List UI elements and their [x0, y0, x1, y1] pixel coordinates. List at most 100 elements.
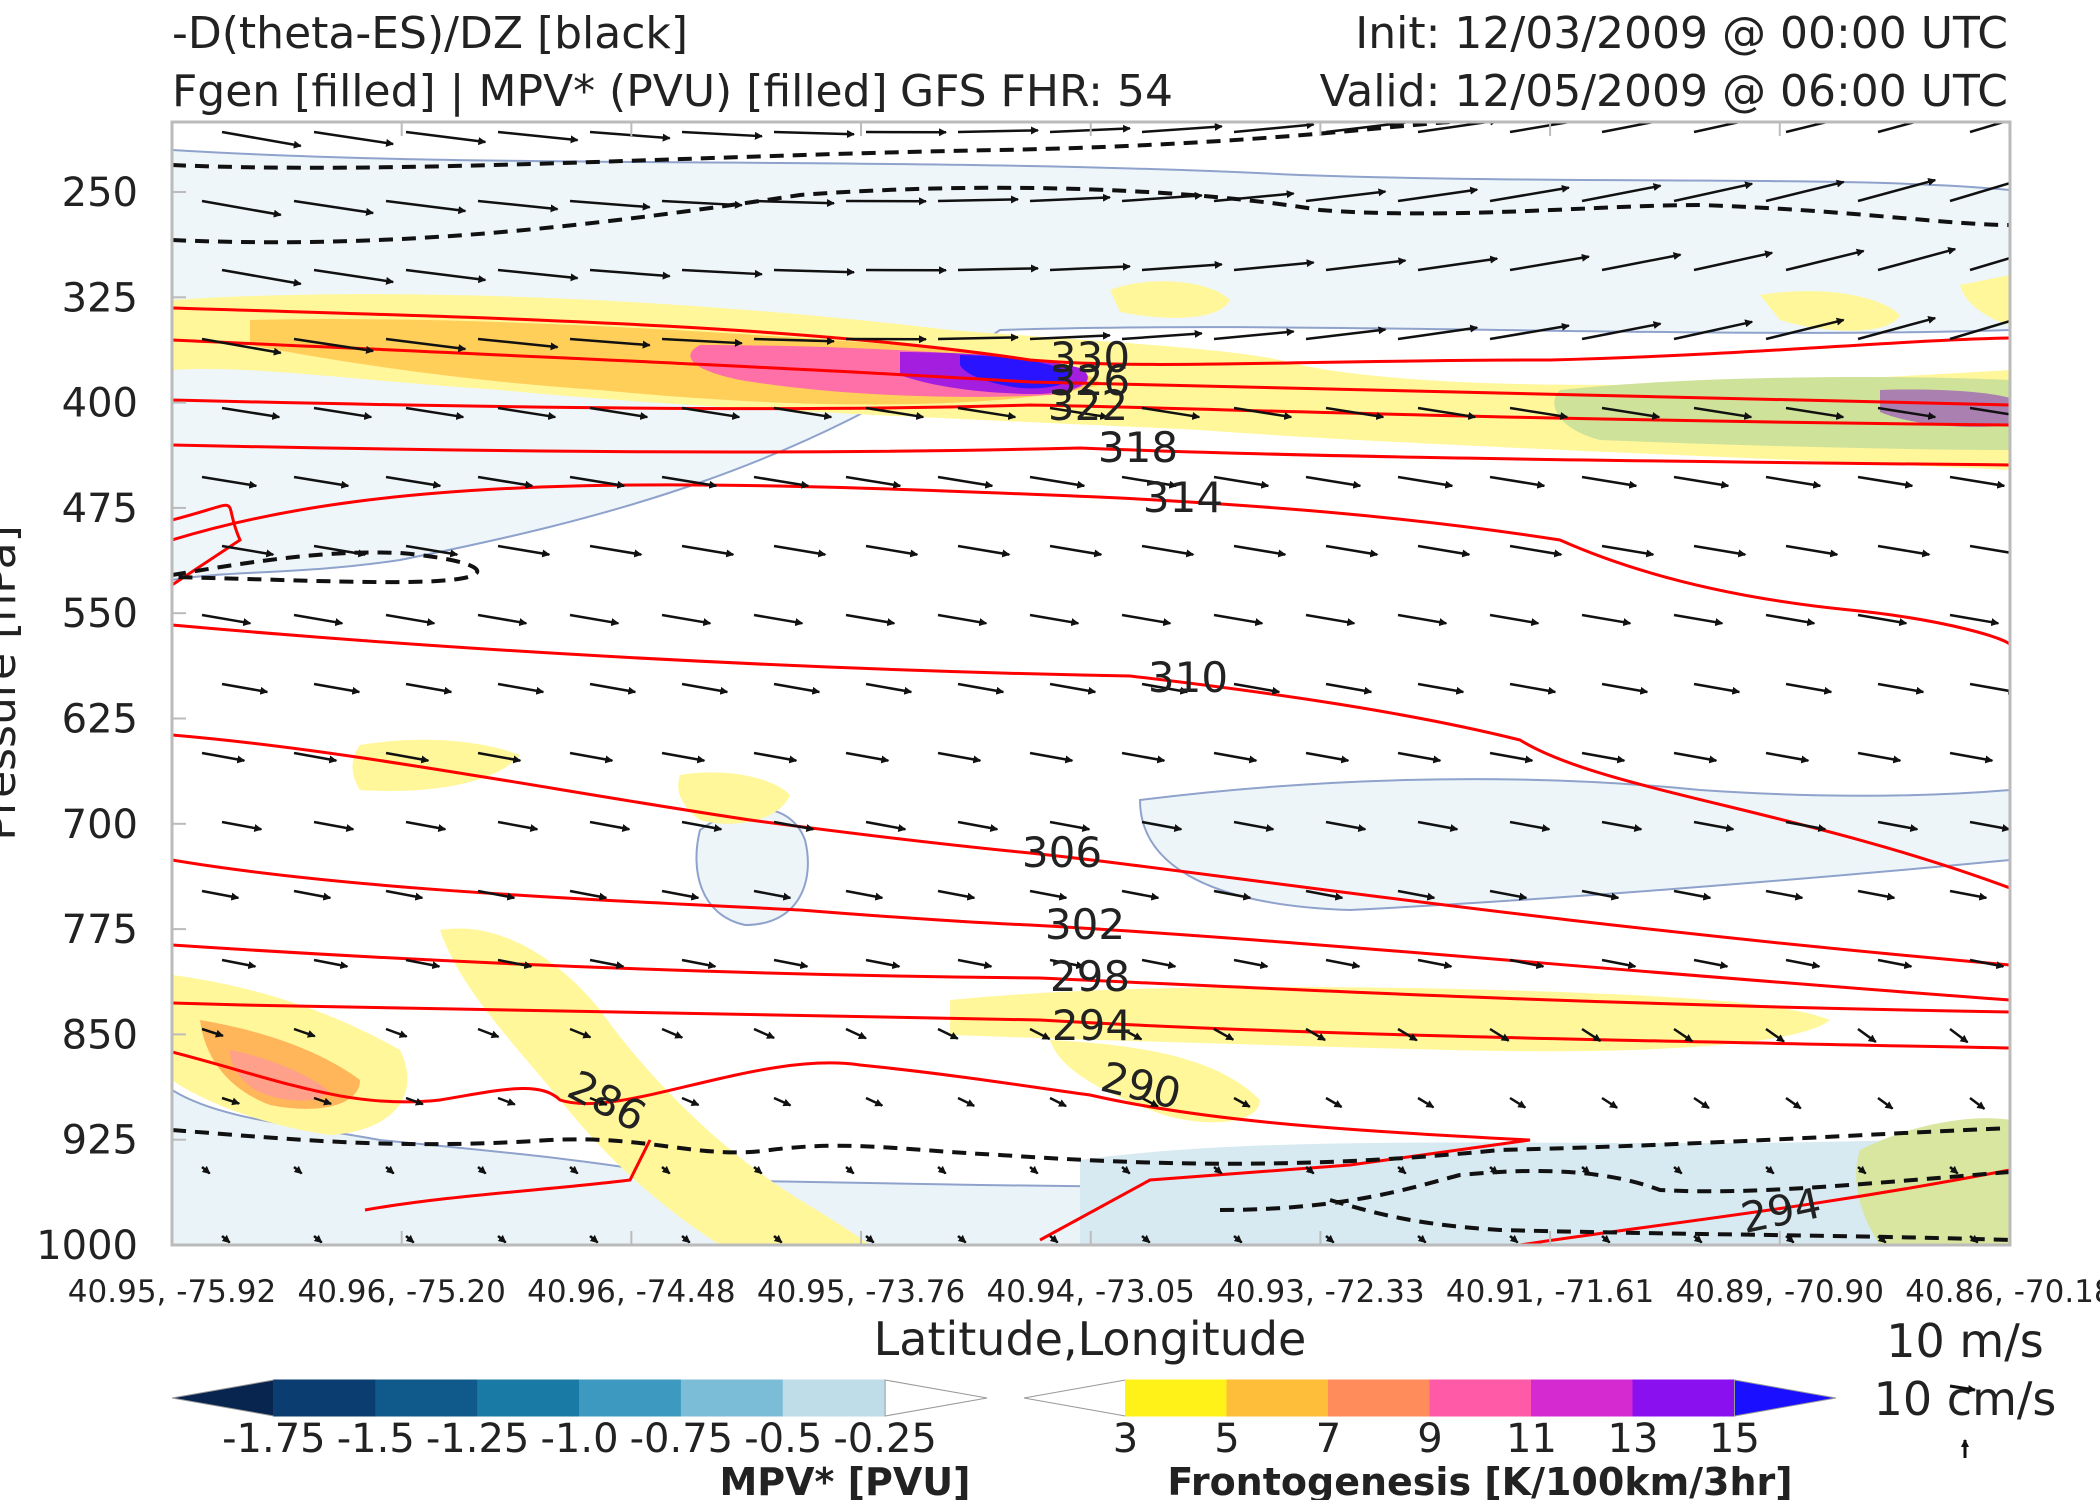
- contour-label-306: 306: [1022, 828, 1102, 877]
- wind-vector: [405, 544, 459, 558]
- wind-vector: [589, 820, 631, 832]
- wind-vector: [201, 751, 246, 764]
- wind-vector: [1029, 751, 1074, 764]
- x-tick-label: 40.91, -71.61: [1446, 1274, 1654, 1310]
- wind-vector: [1949, 613, 2000, 627]
- wind-vector: [1417, 682, 1465, 695]
- wind-vector: [1581, 475, 1638, 489]
- colorbar-cell: [1023, 1379, 1126, 1417]
- wind-vector: [1969, 1097, 1986, 1110]
- title-right-line1: Init: 12/03/2009 @ 00:00 UTC: [1355, 8, 2008, 59]
- wind-vector: [201, 199, 282, 218]
- wind-vector: [221, 820, 263, 832]
- wind-vector: [1325, 958, 1361, 970]
- wind-vector: [1305, 1165, 1315, 1175]
- wind-vector: [937, 1165, 947, 1175]
- wind-vector: [1581, 321, 1662, 341]
- wind-vector: [1785, 544, 1839, 558]
- wind-vector: [1693, 820, 1735, 832]
- x-tick-label: 40.96, -75.20: [297, 1274, 505, 1310]
- wind-vector: [661, 475, 718, 489]
- wind-vector: [1969, 682, 2010, 695]
- wind-vector: [497, 406, 557, 420]
- colorbar-tick-label: 13: [1608, 1416, 1659, 1462]
- x-tick-label: 40.89, -70.90: [1676, 1274, 1884, 1310]
- wind-vector: [1969, 256, 2010, 272]
- wind-vector: [1581, 751, 1626, 764]
- mpv-fill-mid-right: [1138, 778, 2010, 912]
- wind-vector: [1141, 820, 1183, 832]
- wind-vector: [1489, 322, 1570, 341]
- fgen-colorbar-label: Frontogenesis [K/100km/3hr]: [1167, 1460, 1792, 1500]
- wind-vector: [1141, 958, 1177, 970]
- wind-vector: [1581, 889, 1620, 901]
- wind-vector: [1397, 324, 1479, 341]
- wind-vector: [1233, 406, 1293, 420]
- wind-vector: [1581, 613, 1632, 627]
- contour-label-322: 322: [1048, 381, 1128, 430]
- wind-vector: [753, 475, 810, 489]
- wind-vector: [1785, 248, 1865, 272]
- wind-vector: [865, 406, 925, 420]
- wind-vector: [1969, 1234, 1979, 1244]
- stability-contour-mid-left: [172, 550, 480, 585]
- wind-vector: [865, 1096, 884, 1107]
- wind-vector: [773, 406, 833, 420]
- wind-vector: [477, 199, 559, 213]
- y-tick-label: 625: [62, 697, 138, 743]
- fgen-blob-top-mid: [1110, 281, 1230, 318]
- wind-vector: [937, 889, 976, 901]
- wind-vector: [1693, 1096, 1710, 1110]
- y-tick-label: 250: [62, 170, 138, 216]
- wind-vector: [1949, 889, 1988, 901]
- colorbar-tick-label: -0.25: [833, 1416, 937, 1462]
- wind-vector: [1765, 889, 1804, 901]
- wind-vector: [773, 682, 821, 695]
- wind-vector: [1325, 682, 1373, 695]
- fgen-blob-mid2: [678, 772, 790, 824]
- wind-vector: [293, 889, 332, 901]
- wind-vector: [1305, 613, 1356, 627]
- wind-vector: [1397, 186, 1479, 203]
- wind-vector: [1601, 544, 1655, 558]
- wind-vector: [661, 1165, 671, 1175]
- wind-vector: [293, 337, 375, 354]
- wind-vector: [773, 130, 855, 139]
- wind-vector: [753, 1027, 776, 1040]
- wind-vector: [1877, 1096, 1894, 1110]
- wind-vector: [1049, 544, 1103, 558]
- wind-vector: [1673, 475, 1730, 489]
- wind-vector: [957, 264, 1039, 273]
- contour-label-314: 314: [1143, 473, 1223, 522]
- wind-vector: [1325, 544, 1379, 558]
- wind-vector: [1601, 122, 1660, 134]
- wind-vector: [477, 889, 516, 901]
- wind-vector: [1049, 406, 1109, 420]
- wind-vector: [313, 1096, 332, 1106]
- wind-vector: [589, 406, 649, 420]
- wind-vector: [1213, 328, 1295, 341]
- wind-vector: [1489, 889, 1528, 901]
- wind-vector: [589, 1234, 599, 1244]
- wind-vector: [1141, 406, 1201, 420]
- wind-vector: [865, 682, 913, 695]
- theta-e-contour-314: [172, 483, 2010, 646]
- wind-vector: [661, 1027, 684, 1039]
- wind-vector: [1141, 260, 1223, 272]
- colorbar-cell: [884, 1379, 988, 1417]
- colorbar-tick-label: -1.5: [337, 1416, 415, 1462]
- wind-vector: [1417, 958, 1453, 970]
- wind-vector: [1877, 820, 1919, 832]
- wind-vector: [1029, 1027, 1051, 1041]
- contour-label-326: 326: [1050, 356, 1130, 405]
- wind-vector: [1121, 329, 1203, 341]
- wind-vector: [845, 751, 890, 764]
- wind-vector: [957, 1096, 976, 1108]
- wind-vector: [681, 1234, 691, 1244]
- colorbar-tick-label: -0.75: [630, 1416, 734, 1462]
- wind-vector: [773, 1234, 783, 1244]
- wind-vector: [313, 820, 355, 832]
- wind-vector: [569, 337, 651, 349]
- title-left-line1: -D(theta-ES)/DZ [black]: [172, 8, 688, 59]
- wind-vector: [681, 682, 729, 695]
